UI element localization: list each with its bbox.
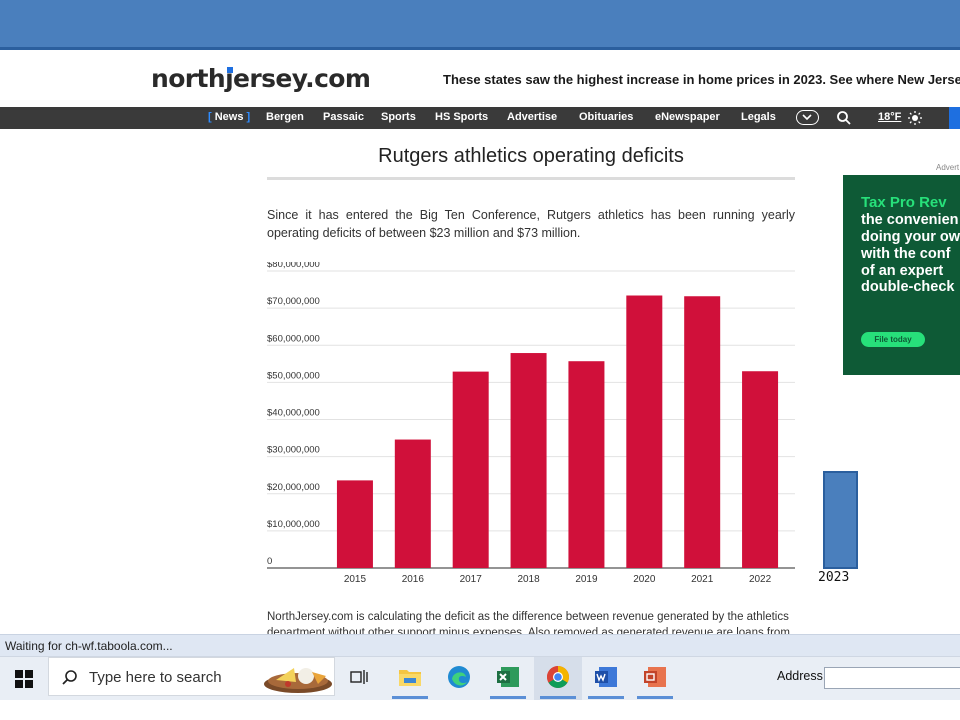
address-toolbar-label: Address bbox=[777, 669, 823, 683]
logo-j-accent bbox=[227, 67, 234, 73]
word-icon[interactable] bbox=[594, 665, 618, 694]
edge-icon[interactable] bbox=[447, 665, 471, 694]
y-tick-label: $80,000,000 bbox=[267, 262, 320, 270]
bar bbox=[742, 371, 779, 568]
blue-overlay-box bbox=[823, 471, 858, 569]
active-app-indicator bbox=[637, 696, 673, 699]
y-tick-label: $40,000,000 bbox=[267, 408, 320, 419]
ad-line: of an expert bbox=[861, 263, 944, 279]
y-tick-label: $10,000,000 bbox=[267, 519, 320, 530]
ad-line: doing your ow bbox=[861, 229, 960, 245]
logo-suffix: .com bbox=[305, 64, 371, 93]
nav-item-news[interactable]: [ News ] bbox=[208, 111, 250, 123]
bar bbox=[510, 353, 547, 568]
article-intro: Since it has entered the Big Ten Confere… bbox=[267, 208, 795, 240]
bar bbox=[684, 296, 721, 568]
windows-start-icon[interactable] bbox=[15, 670, 33, 693]
ad-headline: Tax Pro Rev bbox=[861, 194, 947, 211]
chart-title: Rutgers athletics operating deficits bbox=[378, 145, 684, 167]
taskbar: Type here to search Addre bbox=[0, 656, 960, 701]
bottom-strip bbox=[0, 700, 960, 720]
active-app-indicator bbox=[392, 696, 428, 699]
sun-icon bbox=[907, 110, 923, 131]
nav-item-passaic[interactable]: Passaic bbox=[323, 111, 364, 123]
logo-letter-j: j bbox=[225, 64, 234, 93]
nav-item-advertise[interactable]: Advertise bbox=[507, 111, 558, 123]
bar bbox=[568, 361, 605, 568]
file-explorer-icon[interactable] bbox=[398, 666, 422, 693]
x-tick-label: 2021 bbox=[691, 574, 714, 585]
ad-label: Advert bbox=[936, 163, 960, 172]
y-tick-label: $20,000,000 bbox=[267, 482, 320, 493]
top-browser-strip bbox=[0, 0, 960, 50]
task-view-icon[interactable] bbox=[350, 668, 370, 691]
y-tick-label: $50,000,000 bbox=[267, 370, 320, 381]
x-tick-label: 2020 bbox=[633, 574, 656, 585]
blue-overlay-label: 2023 bbox=[818, 570, 850, 585]
nav-item-enewspaper[interactable]: eNewspaper bbox=[655, 111, 720, 123]
bar bbox=[452, 371, 489, 568]
x-tick-label: 2018 bbox=[517, 574, 540, 585]
app-icon[interactable] bbox=[643, 665, 667, 694]
site-logo[interactable]: northj ersey.com bbox=[151, 64, 371, 93]
nav-label: News bbox=[214, 111, 244, 123]
chevron-down-icon[interactable] bbox=[796, 110, 819, 125]
main-nav: [ News ] Bergen Passaic Sports HS Sports… bbox=[0, 107, 960, 129]
y-tick-label: $60,000,000 bbox=[267, 333, 320, 344]
active-app-indicator bbox=[490, 696, 526, 699]
active-app-indicator bbox=[540, 696, 576, 699]
nav-item-obituaries[interactable]: Obituaries bbox=[579, 111, 634, 123]
search-icon[interactable] bbox=[836, 110, 852, 131]
x-tick-label: 2017 bbox=[460, 574, 483, 585]
weather-temperature[interactable]: 18°F bbox=[878, 111, 902, 123]
y-tick-label: $30,000,000 bbox=[267, 445, 320, 456]
search-icon bbox=[61, 669, 79, 692]
x-tick-label: 2019 bbox=[575, 574, 598, 585]
nav-item-bergen[interactable]: Bergen bbox=[266, 111, 304, 123]
y-tick-label: 0 bbox=[267, 556, 272, 567]
excel-icon[interactable] bbox=[496, 665, 520, 694]
address-input[interactable] bbox=[824, 667, 960, 689]
nav-bracket-right: ] bbox=[243, 111, 251, 123]
search-highlight-image bbox=[262, 660, 336, 701]
ad-line: with the conf bbox=[861, 246, 951, 262]
site-header: northj ersey.com These states saw the hig… bbox=[0, 50, 960, 107]
y-tick-label: $70,000,000 bbox=[267, 296, 320, 307]
bar-chart: 0 $10,000,000 $20,000,000 $30,000,000 $40,00… bbox=[267, 262, 795, 585]
bar bbox=[394, 439, 431, 568]
logo-text: northj ersey bbox=[151, 64, 306, 93]
ad-line: the convenien bbox=[861, 212, 959, 228]
headline-ticker[interactable]: These states saw the highest increase in… bbox=[443, 72, 960, 87]
nav-bracket-left: [ bbox=[208, 111, 215, 123]
ad-file-today-button[interactable]: File today bbox=[861, 332, 925, 347]
advertisement[interactable]: Tax Pro Rev the convenien doing your ow … bbox=[843, 175, 960, 375]
x-tick-label: 2015 bbox=[344, 574, 367, 585]
bar bbox=[626, 295, 663, 568]
chrome-icon[interactable] bbox=[546, 665, 570, 694]
bar bbox=[336, 480, 373, 568]
x-tick-label: 2022 bbox=[749, 574, 772, 585]
nav-item-sports[interactable]: Sports bbox=[381, 111, 416, 123]
nav-item-legals[interactable]: Legals bbox=[741, 111, 776, 123]
browser-status-bar: Waiting for ch-wf.taboola.com... bbox=[0, 634, 960, 656]
status-text: Waiting for ch-wf.taboola.com... bbox=[5, 639, 173, 653]
nav-item-hs-sports[interactable]: HS Sports bbox=[435, 111, 489, 123]
title-divider bbox=[267, 177, 795, 180]
search-placeholder: Type here to search bbox=[89, 669, 222, 686]
nav-subscribe-edge[interactable] bbox=[949, 107, 960, 129]
active-app-indicator bbox=[588, 696, 624, 699]
x-tick-label: 2016 bbox=[402, 574, 425, 585]
ad-line: double-check bbox=[861, 279, 955, 295]
